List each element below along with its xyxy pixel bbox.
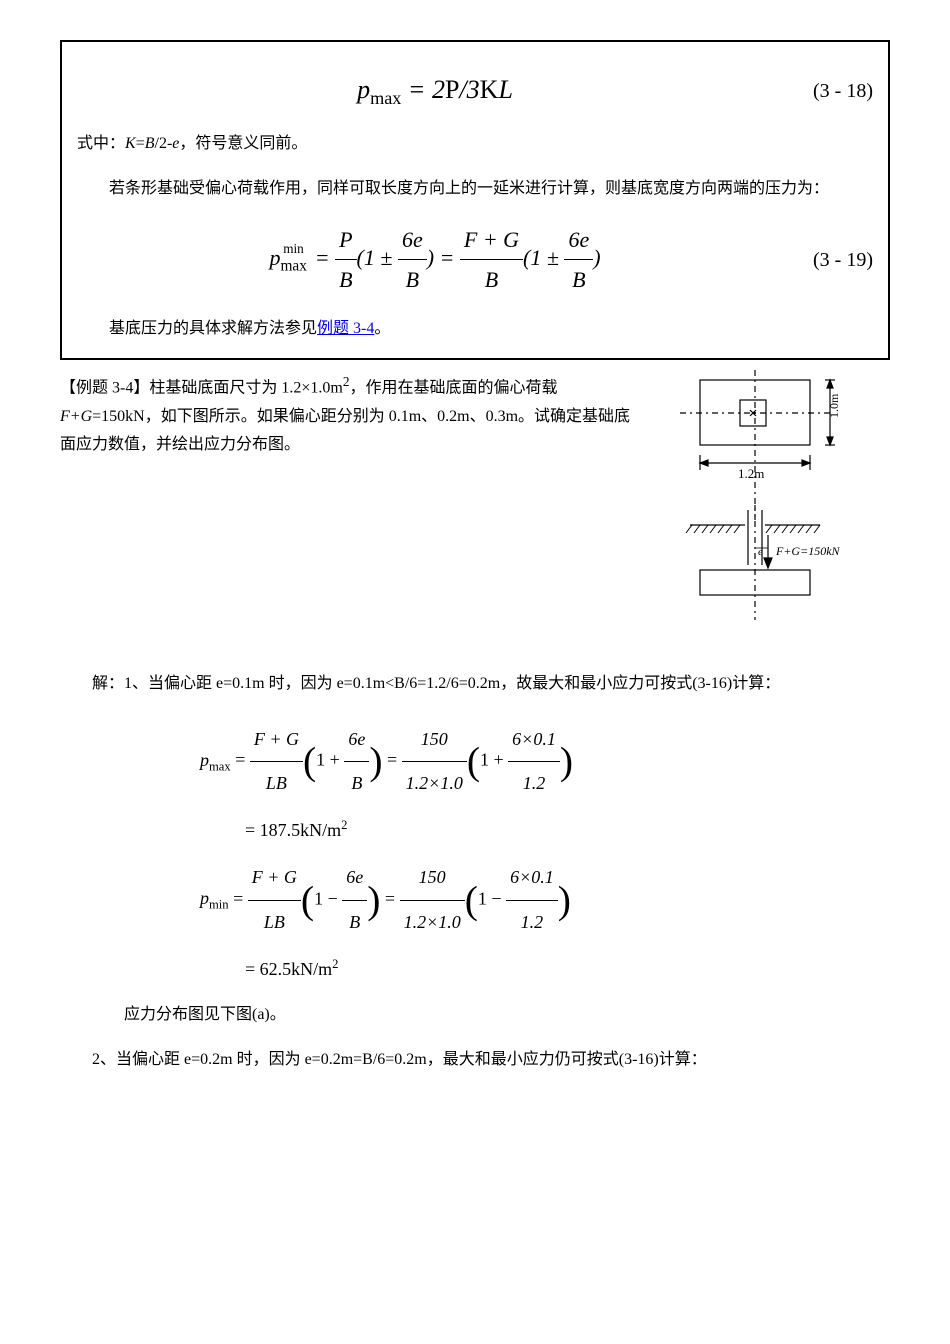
pmax-result: = 187.5kN/m2 [245, 809, 890, 852]
foundation-diagram: 1.0m 1.2m [660, 370, 890, 630]
equation-3-19-number: (3 - 19) [793, 242, 873, 278]
pmin-formula: pmin = F + GLB(1 − 6eB) = 1501.2×1.0(1 −… [200, 853, 890, 948]
calculation-block-1: pmax = F + GLB(1 + 6eB) = 1501.2×1.0(1 +… [200, 714, 890, 990]
solution-case1: 解：1、当偏心距 e=0.1m 时，因为 e=0.1m<B/6=1.2/6=0.… [76, 670, 890, 699]
pmin-result: = 62.5kN/m2 [245, 948, 890, 991]
equation-3-18-row: pmax = 2P/3KL (3 - 18) [77, 67, 873, 115]
example-3-4-text: 【例题 3-4】柱基础底面尺寸为 1.2×1.0m2，作用在基础底面的偏心荷载 … [60, 370, 640, 461]
solution-case2: 2、当偏心距 e=0.2m 时，因为 e=0.2m=B/6=0.2m，最大和最小… [92, 1046, 890, 1075]
load-label: F+G=150kN [775, 544, 841, 558]
equation-3-19: pmaxmin = PB(1 ± 6eB) = F + GB(1 ± 6eB) [77, 220, 793, 300]
see-example-line: 基底压力的具体求解方法参见例题 3-4。 [77, 315, 873, 344]
equation-3-18: pmax = 2P/3KL [77, 67, 793, 115]
boxed-derivation: pmax = 2P/3KL (3 - 18) 式中：K=B/2-e，符号意义同前… [60, 40, 890, 360]
dim-1.0m: 1.0m [827, 393, 841, 418]
dim-1.2m: 1.2m [738, 466, 764, 481]
stress-diagram-ref: 应力分布图见下图(a)。 [124, 1001, 890, 1030]
e-label: e [758, 546, 763, 558]
example-3-4-link[interactable]: 例题 3-4 [317, 320, 374, 337]
definition-line: 式中：K=B/2-e，符号意义同前。 [77, 130, 873, 159]
strip-foundation-para: 若条形基础受偏心荷载作用，同样可取长度方向上的一延米进行计算，则基底宽度方向两端… [77, 175, 873, 204]
equation-3-19-row: pmaxmin = PB(1 ± 6eB) = F + GB(1 ± 6eB) … [77, 220, 873, 300]
equation-3-18-number: (3 - 18) [793, 73, 873, 109]
example-3-4-block: 【例题 3-4】柱基础底面尺寸为 1.2×1.0m2，作用在基础底面的偏心荷载 … [60, 370, 890, 630]
pmax-formula: pmax = F + GLB(1 + 6eB) = 1501.2×1.0(1 +… [200, 714, 890, 809]
see-example-suffix: 。 [374, 320, 390, 337]
see-example-prefix: 基底压力的具体求解方法参见 [109, 320, 317, 337]
